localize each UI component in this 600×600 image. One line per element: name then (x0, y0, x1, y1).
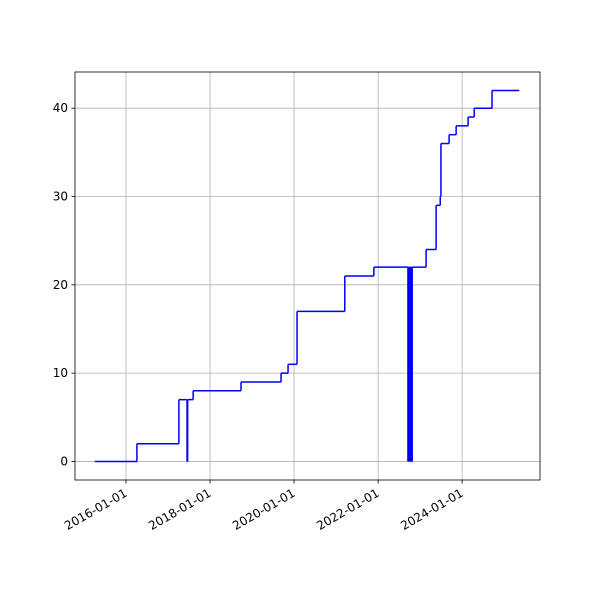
x-tick-label: 2024-01-01 (398, 486, 465, 533)
y-tick-label: 40 (53, 101, 68, 115)
x-tick-label: 2020-01-01 (230, 486, 297, 533)
x-tick-label: 2016-01-01 (62, 486, 129, 533)
y-tick-label: 0 (60, 454, 68, 468)
step-riser (136, 90, 493, 462)
x-tick-label: 2018-01-01 (146, 486, 213, 533)
x-tick-label: 2022-01-01 (314, 486, 381, 533)
y-tick-label: 30 (53, 190, 68, 204)
plot-frame (74, 71, 541, 481)
y-tick-label: 20 (53, 278, 68, 292)
y-tick-label: 10 (53, 366, 68, 380)
